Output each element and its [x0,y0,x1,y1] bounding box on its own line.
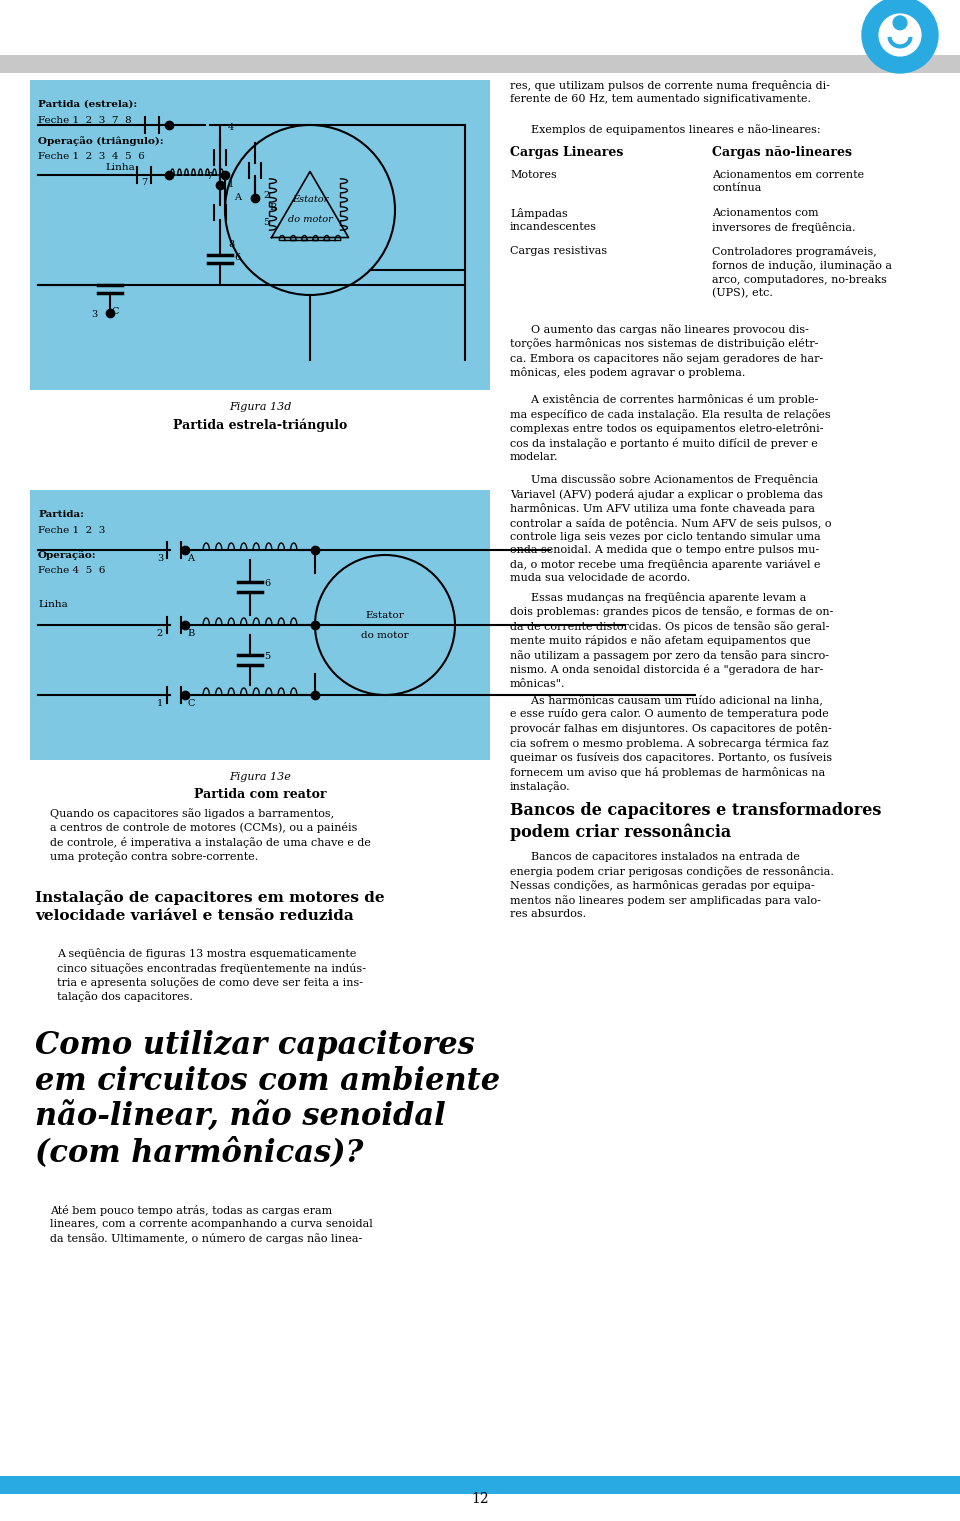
Text: Acionamentos com
inversores de freqüência.: Acionamentos com inversores de freqüênci… [712,208,855,233]
Text: B: B [187,630,194,637]
Text: 3: 3 [92,310,98,319]
Text: Essas mudanças na freqüência aparente levam a
dois problemas: grandes picos de t: Essas mudanças na freqüência aparente le… [510,592,833,689]
Text: A: A [187,554,194,563]
Text: Como utilizar capacitores
em circuitos com ambiente
não-linear, não senoidal
(co: Como utilizar capacitores em circuitos c… [35,1030,500,1168]
Text: Controladores programáveis,
fornos de indução, iluminação a
arco, computadores, : Controladores programáveis, fornos de in… [712,246,892,298]
Text: 4: 4 [228,123,234,132]
Text: Figura 13e: Figura 13e [229,773,291,782]
Text: C: C [187,700,194,707]
Text: Operação:: Operação: [38,551,97,560]
Circle shape [862,0,938,73]
Text: 6: 6 [264,580,270,589]
Text: Partida (estrela):: Partida (estrela): [38,100,137,110]
Text: Quando os capacitores são ligados a barramentos,
a centros de controle de motore: Quando os capacitores são ligados a barr… [50,808,371,862]
Text: 1: 1 [156,700,163,707]
Text: res, que utilizam pulsos de corrente numa frequência di-
ferente de 60 Hz, tem a: res, que utilizam pulsos de corrente num… [510,81,830,105]
Text: Exemplos de equipamentos lineares e não-lineares:: Exemplos de equipamentos lineares e não-… [510,125,821,135]
Text: 12: 12 [471,1492,489,1506]
Text: 7: 7 [141,178,147,187]
Text: 5: 5 [263,218,269,227]
Text: Cargas resistivas: Cargas resistivas [510,246,607,256]
Text: do motor: do motor [288,216,332,225]
Text: Feche 1  2  3: Feche 1 2 3 [38,526,106,535]
Text: Feche 4  5  6: Feche 4 5 6 [38,566,106,575]
Text: Bancos de capacitores e transformadores
podem criar ressonância: Bancos de capacitores e transformadores … [510,802,881,841]
Text: Lâmpadas
incandescentes: Lâmpadas incandescentes [510,208,597,233]
Text: 1: 1 [228,179,234,189]
Text: 2: 2 [156,630,163,637]
Text: Acionamentos em corrente
contínua: Acionamentos em corrente contínua [712,170,864,193]
Circle shape [893,17,907,30]
Text: A: A [234,193,241,202]
Text: do motor: do motor [361,631,409,639]
Circle shape [879,14,921,56]
Bar [30,81,490,389]
Text: As harmônicas causam um ruído adicional na linha,
e esse ruído gera calor. O aum: As harmônicas causam um ruído adicional … [510,694,832,792]
Text: Estator: Estator [366,610,404,619]
Text: Cargas Lineares: Cargas Lineares [510,146,623,160]
Bar [30,490,490,760]
Text: B: B [269,202,276,211]
Text: O aumento das cargas não lineares provocou dis-
torções harmônicas nos sistemas : O aumento das cargas não lineares provoc… [510,324,824,379]
Text: Partida:: Partida: [38,510,84,519]
Text: Motores: Motores [510,170,557,179]
Text: Partida estrela-triángulo: Partida estrela-triángulo [173,418,348,432]
Text: 3: 3 [156,554,163,563]
Text: Feche 1  2  3  4  5  6: Feche 1 2 3 4 5 6 [38,152,145,161]
Bar [0,1475,960,1494]
Text: Partida com reator: Partida com reator [194,788,326,802]
Text: 5: 5 [264,653,270,662]
Text: Bancos de capacitores instalados na entrada de
energia podem criar perigosas con: Bancos de capacitores instalados na entr… [510,852,834,919]
Text: C: C [112,307,119,316]
Text: Feche 1  2  3  7  8: Feche 1 2 3 7 8 [38,116,132,125]
Text: Linha: Linha [38,599,68,608]
Text: Até bem pouco tempo atrás, todas as cargas eram
lineares, com a corrente acompan: Até bem pouco tempo atrás, todas as carg… [50,1205,372,1244]
Text: Estator: Estator [292,196,328,204]
Text: Cargas não-lineares: Cargas não-lineares [712,146,852,160]
Text: 7: 7 [205,172,212,181]
Bar [0,55,960,73]
Text: 8: 8 [228,240,234,249]
Text: Operação (triângulo):: Operação (triângulo): [38,135,163,146]
Text: Linha: Linha [106,163,134,172]
Text: 2: 2 [263,192,269,199]
Text: A existência de correntes harmônicas é um proble-
ma específico de cada instalaç: A existência de correntes harmônicas é u… [510,394,830,462]
Text: Figura 13d: Figura 13d [228,402,291,412]
Text: Uma discussão sobre Acionamentos de Frequência
Variavel (AFV) poderá ajudar a ex: Uma discussão sobre Acionamentos de Freq… [510,475,831,583]
Text: Instalação de capacitores em motores de
velocidade variável e tensão reduzida: Instalação de capacitores em motores de … [35,890,385,923]
Text: 6: 6 [234,252,240,262]
Text: A seqüência de figuras 13 mostra esquematicamente
cinco situações encontradas fr: A seqüência de figuras 13 mostra esquema… [57,948,366,1002]
